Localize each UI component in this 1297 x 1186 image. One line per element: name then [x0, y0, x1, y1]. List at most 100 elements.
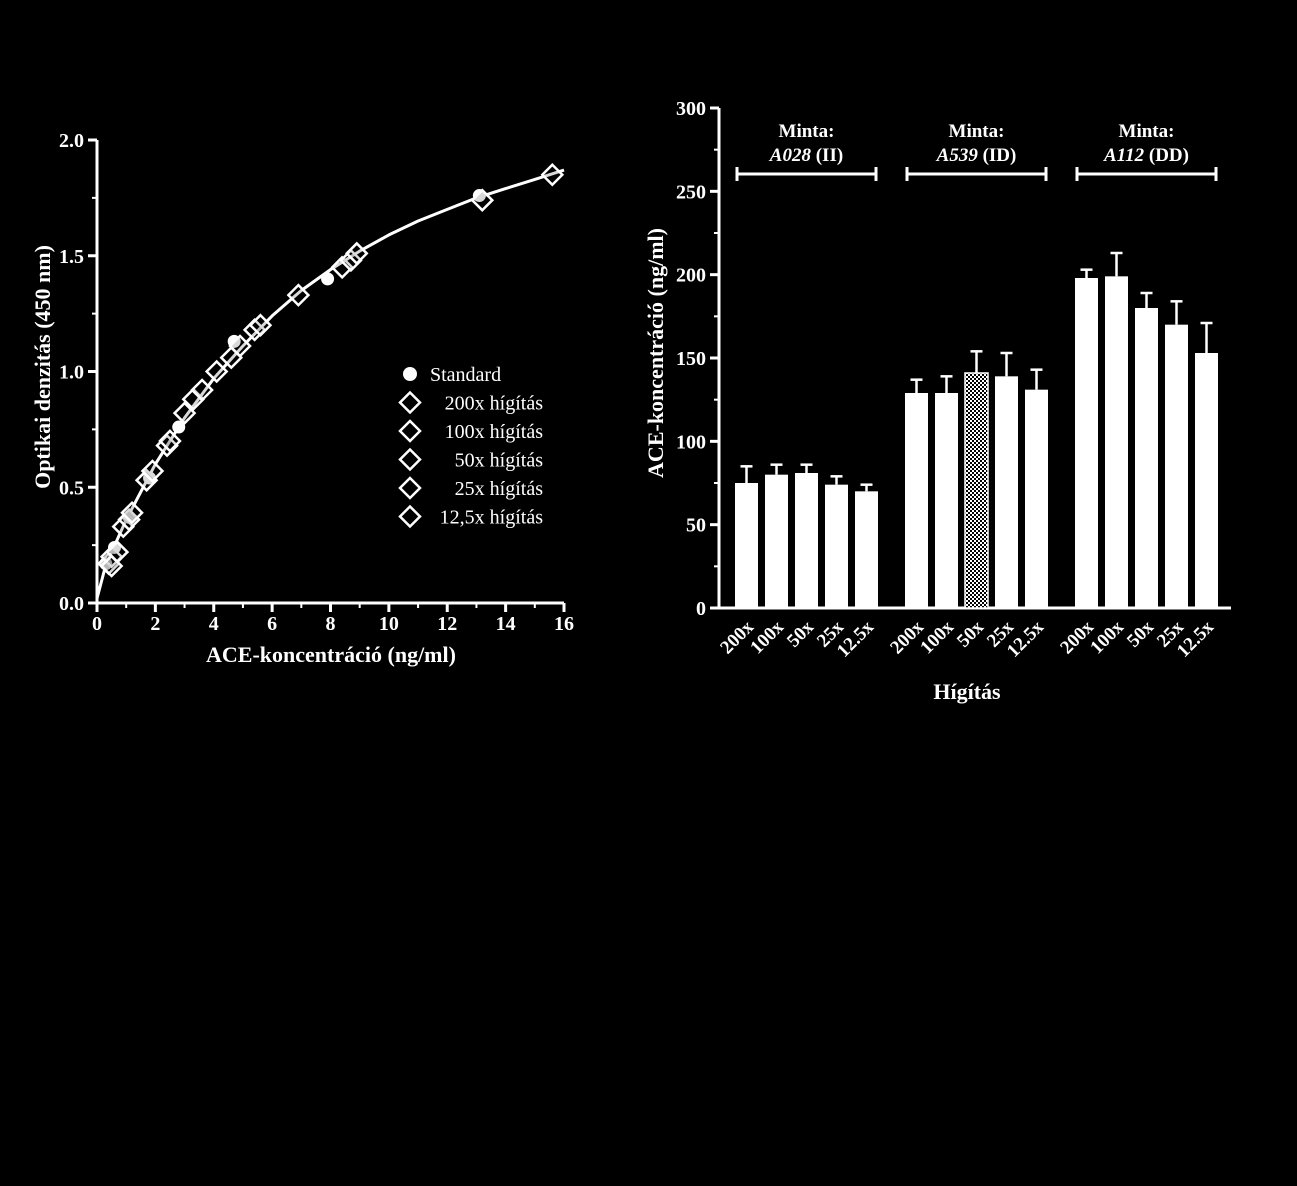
- x-tick-label: 16: [554, 613, 574, 635]
- x-tick-label: 12: [437, 613, 457, 635]
- dilution-point: [158, 429, 182, 453]
- legend: Standard 200x hígítás 100x hígítás 50x hígí…: [398, 364, 544, 529]
- dilution-point: [140, 459, 165, 483]
- bar: [905, 393, 928, 608]
- dilution-point: [190, 378, 214, 402]
- bar: [1195, 353, 1218, 608]
- x-tick-label: 8: [326, 613, 336, 635]
- y-tick-label: 300: [676, 98, 706, 120]
- group-annotations: Minta: A028 (II) Minta: A539 (ID) Minta: A112…: [735, 121, 1218, 181]
- legend-marker-diamond: [398, 419, 422, 443]
- group-sample: A539 (ID): [936, 145, 1017, 166]
- y-tick-label: 0.0: [59, 593, 84, 615]
- bar: [735, 483, 758, 608]
- group-label: Minta:: [949, 121, 1005, 142]
- y-tick-label: 150: [676, 348, 706, 370]
- legend-label: 25x hígítás: [455, 478, 544, 500]
- bar: [935, 393, 958, 608]
- legend-marker-diamond: [398, 504, 422, 529]
- x-tick-label: 10: [379, 613, 399, 635]
- bar: [765, 474, 788, 608]
- left-data-points: [96, 162, 565, 578]
- genotype: (DD): [1149, 145, 1189, 166]
- y-axis-label: ACE-koncentráció (ng/ml): [643, 228, 668, 478]
- y-tick-label: 0.5: [59, 477, 84, 499]
- legend-label: 100x hígítás: [445, 421, 544, 443]
- dilution-point: [181, 387, 206, 412]
- standard-point: [172, 420, 186, 434]
- bar: [855, 491, 878, 608]
- x-axis-label: Hígítás: [933, 679, 1001, 704]
- bar: [1025, 389, 1048, 608]
- dilution-point: [204, 359, 229, 384]
- dilution-point: [248, 313, 273, 337]
- dilution-point: [111, 514, 136, 539]
- x-tick-label: 0: [92, 613, 102, 635]
- dilution-point: [345, 241, 369, 266]
- x-tick-label: 14: [496, 613, 516, 635]
- legend-marker-diamond: [398, 447, 422, 472]
- x-axis-label: ACE-koncentráció (ng/ml): [206, 642, 456, 667]
- legend-label: 12,5x hígítás: [440, 507, 544, 529]
- x-tick-label: 2: [150, 613, 160, 635]
- legend-label: 50x hígítás: [455, 450, 544, 472]
- x-tick-label: 50x: [783, 616, 818, 651]
- x-tick-label: 100x: [916, 616, 958, 658]
- y-tick-label: 2.0: [59, 130, 84, 152]
- bar: [995, 376, 1018, 608]
- x-tick-label: 12.5x: [1003, 616, 1048, 661]
- y-axis-label: Optikai denzitás (450 nm): [30, 245, 55, 489]
- standard-point: [472, 189, 486, 203]
- bar: [1165, 324, 1188, 608]
- x-tick-label: 12.5x: [1173, 616, 1218, 661]
- y-tick-label: 100: [676, 431, 706, 453]
- genotype: (ID): [983, 145, 1017, 166]
- genotype: (II): [816, 145, 843, 166]
- x-tick-label: 100x: [1086, 616, 1128, 658]
- standard-curve-chart: 0 2 4 6 8 10 12 14 16 0.0 0.5 1.0 1.5 2.0 ACE-koncent…: [30, 130, 574, 667]
- dilution-point: [120, 500, 144, 525]
- dilution-point: [99, 554, 124, 578]
- bar: [795, 473, 818, 608]
- dilution-point: [134, 468, 159, 493]
- dilution-point: [339, 248, 363, 273]
- bar: [1075, 278, 1098, 608]
- x-tick-label: 6: [267, 613, 277, 635]
- y-tick-label: 0: [696, 598, 706, 620]
- y-tick-label: 200: [676, 265, 706, 287]
- group-label: Minta:: [1119, 121, 1175, 142]
- x-tick-label: 50x: [953, 616, 988, 651]
- left-axes: 0 2 4 6 8 10 12 14 16 0.0 0.5 1.0 1.5 2.0: [59, 130, 574, 635]
- y-tick-label: 1.0: [59, 362, 84, 384]
- dilution-point: [330, 255, 354, 280]
- sample-id: A112: [1103, 145, 1149, 166]
- right-axes: 0 50 100 150 200 250 300: [676, 98, 1231, 620]
- y-tick-label: 250: [676, 181, 706, 203]
- bar: [1135, 308, 1158, 608]
- group-sample: A112 (DD): [1103, 145, 1189, 166]
- x-tick-label: 4: [209, 613, 219, 635]
- y-tick-label: 1.5: [59, 246, 84, 268]
- y-tick-label: 50: [686, 515, 706, 537]
- legend-label: 200x hígítás: [445, 393, 544, 415]
- dilution-point: [540, 162, 565, 187]
- dilution-point: [172, 401, 197, 425]
- bar: [825, 484, 848, 608]
- bar: [964, 372, 989, 609]
- dilution-point: [286, 283, 311, 307]
- x-tick-label: 100x: [746, 616, 788, 658]
- sample-id: A028: [769, 145, 816, 166]
- group-label: Minta:: [779, 121, 835, 142]
- sample-id: A539: [936, 145, 983, 166]
- x-tick-label: 50x: [1123, 616, 1158, 651]
- x-tick-label: 12.5x: [833, 616, 878, 661]
- legend-marker-diamond: [398, 476, 422, 500]
- dilution-point: [470, 188, 495, 212]
- bar: [1105, 276, 1128, 608]
- legend-label: Standard: [430, 364, 501, 386]
- standard-point: [108, 540, 122, 554]
- group-sample: A028 (II): [769, 145, 843, 166]
- legend-marker-circle: [403, 367, 417, 381]
